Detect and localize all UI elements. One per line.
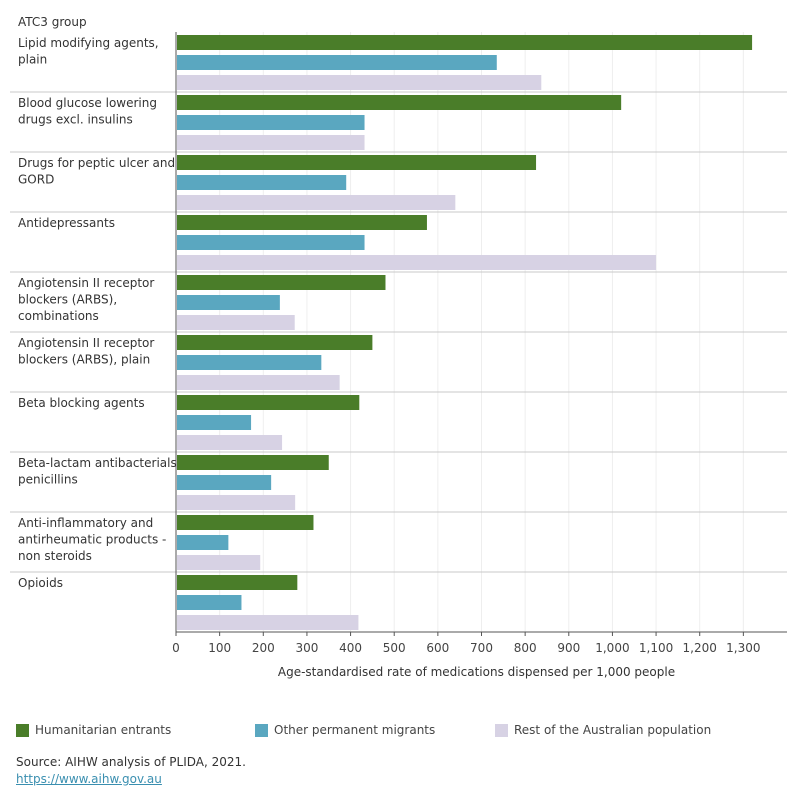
bar [177,355,322,370]
bar [177,555,261,570]
bar [177,615,359,630]
bar [177,235,365,250]
x-tick-label: 1,200 [683,641,717,655]
category-label: Beta-lactam antibacterials, [18,456,181,470]
legend-swatch-other-permanent [255,723,268,737]
bar [177,415,252,430]
x-tick-label: 900 [557,641,580,655]
bar [177,575,298,590]
category-label: Lipid modifying agents, [18,36,159,50]
bar [177,275,386,290]
category-label: blockers (ARBS), plain [18,353,150,367]
x-tick-label: 800 [514,641,537,655]
category-label: drugs excl. insulins [18,113,133,127]
x-tick-label: 1,000 [595,641,629,655]
category-label: Antidepressants [18,216,115,230]
bar [177,175,347,190]
category-label: antirheumatic products - [18,533,166,547]
category-label: combinations [18,309,99,323]
bar [177,75,542,90]
x-tick-label: 1,100 [639,641,673,655]
bar [177,115,365,130]
x-tick-label: 200 [252,641,275,655]
category-label: penicillins [18,473,78,487]
x-tick-label: 300 [295,641,318,655]
x-axis-title: Age-standardised rate of medications dis… [278,665,675,679]
bar [177,375,340,390]
bar [177,155,537,170]
source-link[interactable]: https://www.aihw.gov.au [16,772,162,786]
category-label: Angiotensin II receptor [18,336,154,350]
bar [177,535,229,550]
x-tick-label: 100 [208,641,231,655]
bar [177,435,283,450]
legend-label-other-permanent: Other permanent migrants [274,723,436,737]
category-label: Angiotensin II receptor [18,276,154,290]
x-tick-label: 500 [383,641,406,655]
legend: Humanitarian entrants Other permanent mi… [0,723,800,743]
category-label: Anti-inflammatory and [18,516,153,530]
category-label: Blood glucose lowering [18,96,157,110]
legend-label-rest-population: Rest of the Australian population [514,723,712,737]
bar-chart: Lipid modifying agents, plain Blood glucos… [10,32,787,679]
legend-label-humanitarian: Humanitarian entrants [35,723,172,737]
x-tick-label: 0 [172,641,180,655]
bar [177,35,753,50]
bar [177,135,365,150]
bar [177,515,314,530]
category-label: Beta blocking agents [18,396,145,410]
legend-item-other-permanent[interactable]: Other permanent migrants [255,723,435,737]
bar [177,55,497,70]
bar [177,195,456,210]
category-label: non steroids [18,549,92,563]
bar [177,255,657,270]
source-note: Source: AIHW analysis of PLIDA, 2021. [16,755,246,769]
category-axis-title: ATC3 group [18,15,87,29]
category-label: plain [18,53,47,67]
legend-item-humanitarian[interactable]: Humanitarian entrants [16,723,171,737]
bar [177,335,373,350]
x-tick-label: 1,300 [726,641,760,655]
bar [177,495,296,510]
bar [177,295,280,310]
x-tick-label: 400 [339,641,362,655]
bar [177,395,360,410]
bar [177,595,242,610]
bar [177,215,427,230]
bar [177,455,329,470]
category-label: Opioids [18,576,63,590]
legend-swatch-humanitarian [16,723,29,737]
bar [177,95,622,110]
legend-item-rest-population[interactable]: Rest of the Australian population [495,723,711,737]
bar [177,475,272,490]
category-label: blockers (ARBS), [18,293,117,307]
bar [177,315,295,330]
legend-swatch-rest-population [495,723,508,737]
x-tick-label: 600 [426,641,449,655]
category-label: Drugs for peptic ulcer and [18,156,175,170]
category-label: GORD [18,173,54,187]
x-tick-label: 700 [470,641,493,655]
